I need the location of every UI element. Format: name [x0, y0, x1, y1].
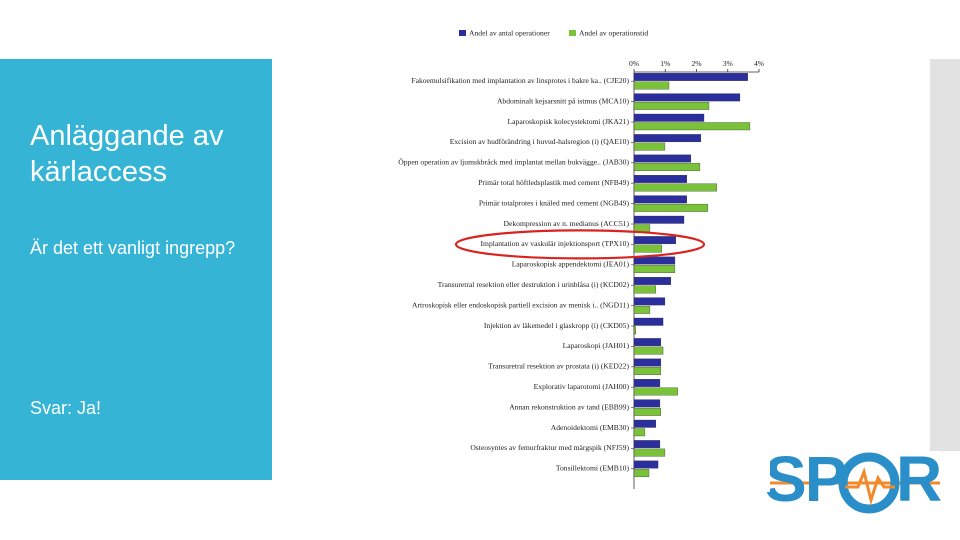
category-label: Primär totalprotes i knäled med cement (…	[479, 198, 630, 207]
bar	[633, 175, 687, 183]
legend-swatch	[569, 30, 576, 36]
bar	[633, 379, 661, 387]
category-label: Annan rekonstruktion av tand (EBB99)	[509, 402, 629, 411]
bar	[633, 469, 650, 477]
bar	[633, 73, 748, 81]
legend-swatch	[459, 30, 466, 36]
bar	[633, 460, 659, 469]
bar	[633, 387, 678, 396]
category-label: Laparoskopisk appendektomi (JEA01)	[512, 260, 630, 269]
logo-pulse	[845, 467, 895, 506]
category-label: Excision av hudförändring i huvud-halsre…	[450, 137, 630, 146]
bar	[633, 440, 661, 449]
bar	[633, 203, 708, 212]
category-label: Artroskopisk eller endoskopisk partiell …	[412, 300, 629, 309]
bar	[633, 154, 692, 163]
bar	[633, 277, 672, 285]
bar	[633, 101, 710, 110]
category-label: Primär total höftledsplastik med cement …	[478, 178, 629, 187]
x-tick-label: 3%	[723, 59, 734, 68]
logo: SP R	[758, 443, 942, 515]
category-label: Transuretral resektion eller destruktion…	[438, 280, 630, 289]
bar	[633, 338, 662, 347]
bar	[633, 265, 676, 273]
logo-text: R	[896, 443, 942, 515]
bar	[633, 81, 670, 90]
legend-label: Andel av antal operationer	[469, 28, 550, 37]
bar	[633, 215, 685, 224]
category-label: Osteosyntes av femurfraktur med märgspik…	[470, 443, 629, 452]
bar	[633, 346, 664, 355]
x-tick-label: 1%	[660, 59, 671, 68]
category-label: Transuretral resektion av prostata (i) (…	[488, 362, 629, 371]
category-label: Fakoemulsifikation med implantation av l…	[411, 76, 629, 85]
legend-label: Andel av operationstid	[579, 28, 648, 37]
side-panel	[0, 59, 272, 480]
category-label: Laparoskopisk kolecystektomi (JKA21)	[508, 117, 630, 126]
category-label: Adenoidektomi (EMB30)	[551, 423, 630, 432]
chart-background	[360, 22, 770, 492]
category-label: Dekompression av n. medianus (ACC51)	[504, 219, 630, 228]
x-tick-label: 4%	[754, 59, 765, 68]
category-label: Laparoskopi (JAH01)	[563, 341, 630, 350]
bar	[633, 399, 661, 408]
highlight-ellipse	[454, 229, 706, 260]
bar	[633, 407, 662, 416]
category-label: Tonsillektomi (EMB10)	[556, 464, 630, 473]
bar	[633, 183, 717, 192]
category-label: Injektion av läkemedel i glaskropp (i) (…	[484, 321, 630, 330]
bar	[633, 113, 705, 122]
bar	[633, 244, 662, 253]
answer: Svar: Ja!	[30, 398, 102, 418]
bar	[633, 195, 687, 204]
category-label: Implantation av vaskulär injektionsport …	[481, 239, 630, 248]
category-label: Explorativ laparotomi (JAH00)	[534, 382, 630, 391]
bar	[633, 163, 701, 171]
question: Är det ett vanligt ingrepp?	[30, 238, 236, 258]
slide-title: Anläggande av kärlaccess	[30, 120, 224, 188]
logo-text: SP	[764, 443, 846, 515]
category-label: Abdominalt kejsarsnitt på istmus (MCA10)	[497, 96, 630, 105]
logo-o	[838, 452, 900, 514]
bar	[633, 93, 741, 102]
bar	[633, 358, 662, 367]
bar	[633, 317, 664, 326]
bar	[633, 297, 666, 306]
bar	[633, 448, 666, 457]
bar	[633, 142, 666, 151]
bar	[633, 134, 702, 143]
x-tick-label: 0%	[629, 59, 640, 68]
bar	[633, 305, 651, 314]
bar	[633, 428, 646, 437]
bar	[633, 367, 662, 375]
bar	[633, 326, 637, 335]
bar	[633, 256, 676, 265]
bar	[633, 285, 657, 294]
x-tick-label: 2%	[691, 59, 702, 68]
side-strip	[930, 59, 960, 451]
category-label: Öppen operation av ljumskbråck med impla…	[398, 158, 629, 167]
bar	[633, 419, 657, 428]
bar	[633, 236, 677, 245]
bar	[633, 122, 751, 131]
